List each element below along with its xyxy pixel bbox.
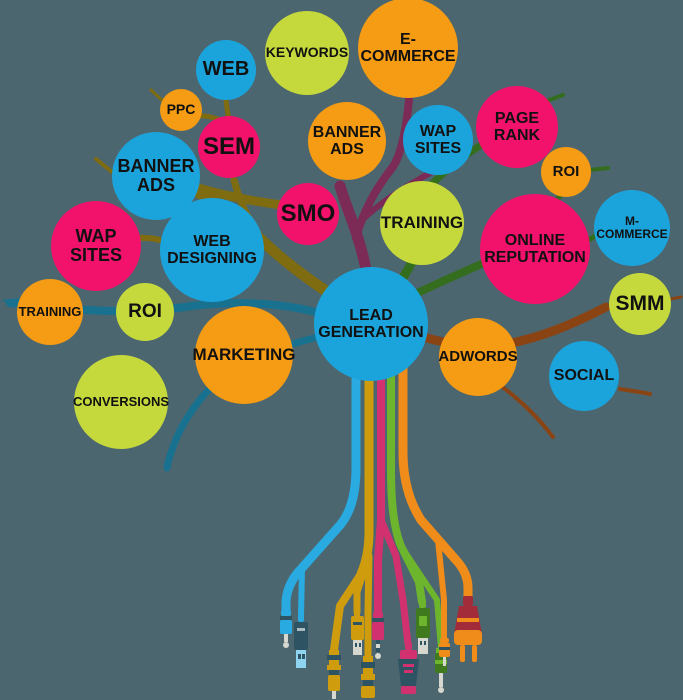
root-cable-magenta bbox=[374, 346, 412, 648]
arrow-tip-icon bbox=[1, 298, 22, 309]
node-conversions: CONVERSIONS bbox=[72, 355, 170, 449]
node-label: SMM bbox=[615, 291, 665, 315]
node-label: M- COMMERCE bbox=[596, 214, 668, 241]
node-label: WAP SITES bbox=[414, 122, 462, 157]
node-label: WAP SITES bbox=[69, 225, 122, 265]
node-label: BANNER ADS bbox=[312, 123, 382, 158]
node-roi-left: ROI bbox=[116, 283, 174, 341]
node-label: TRAINING bbox=[18, 303, 82, 319]
node-sem: SEM bbox=[198, 116, 260, 178]
node-training-left: TRAINING bbox=[17, 279, 83, 345]
node-smm: SMM bbox=[609, 273, 671, 335]
node-label: KEYWORDS bbox=[265, 44, 349, 61]
node-label: LEAD GENERATION bbox=[318, 306, 424, 341]
node-e-commerce: E- COMMERCE bbox=[358, 0, 458, 98]
node-page-rank: PAGE RANK bbox=[476, 86, 558, 168]
node-wap-sites-left: WAP SITES bbox=[51, 201, 141, 291]
node-roi-right: ROI bbox=[541, 147, 591, 197]
node-label: ROI bbox=[128, 300, 162, 322]
node-label: ADWORDS bbox=[438, 347, 518, 365]
root-cables bbox=[281, 345, 473, 660]
root-cable-green bbox=[387, 346, 444, 651]
usb-plug-icon bbox=[351, 610, 364, 655]
node-m-commerce: M- COMMERCE bbox=[594, 190, 670, 266]
coil-plug-icon bbox=[327, 650, 341, 699]
usb-plug-icon bbox=[416, 600, 430, 654]
node-keywords: KEYWORDS bbox=[265, 11, 349, 95]
node-label: SOCIAL bbox=[553, 367, 615, 385]
node-label: ONLINE REPUTATION bbox=[484, 231, 586, 266]
node-label: CONVERSIONS bbox=[72, 393, 170, 409]
node-label: WEB DESIGNING bbox=[167, 232, 257, 267]
usb-plug-icon bbox=[294, 614, 308, 668]
node-online-reputation: ONLINE REPUTATION bbox=[480, 194, 590, 304]
connectors bbox=[280, 596, 482, 699]
node-label: WEB bbox=[202, 58, 250, 81]
audio-jack-icon bbox=[439, 638, 450, 666]
node-label: PPC bbox=[166, 101, 196, 118]
root-cable-orange bbox=[398, 345, 473, 643]
node-web: WEB bbox=[196, 40, 256, 100]
root-cable-blue bbox=[281, 345, 361, 619]
node-banner-ads-center: BANNER ADS bbox=[308, 102, 386, 180]
node-ppc: PPC bbox=[160, 89, 202, 131]
power-plug-icon bbox=[454, 596, 482, 662]
node-web-designing: WEB DESIGNING bbox=[160, 198, 264, 302]
audio-jack-icon bbox=[280, 610, 292, 648]
audio-jack-icon bbox=[372, 612, 384, 659]
node-label: PAGE RANK bbox=[493, 109, 541, 144]
node-label: SEM bbox=[202, 133, 255, 161]
vga-connector-icon bbox=[398, 642, 419, 694]
node-label: E- COMMERCE bbox=[360, 30, 456, 65]
node-label: BANNER ADS bbox=[117, 155, 195, 195]
node-label: MARKETING bbox=[192, 344, 296, 364]
node-label: SMO bbox=[280, 200, 336, 228]
node-training-center: TRAINING bbox=[380, 181, 464, 265]
node-marketing: MARKETING bbox=[192, 306, 296, 404]
node-wap-sites-top: WAP SITES bbox=[403, 105, 473, 175]
node-label: TRAINING bbox=[380, 212, 464, 232]
node-label: ROI bbox=[552, 162, 580, 180]
segmented-jack-icon bbox=[361, 656, 375, 698]
node-adwords: ADWORDS bbox=[438, 318, 518, 396]
node-smo: SMO bbox=[277, 183, 339, 245]
node-social: SOCIAL bbox=[549, 341, 619, 411]
root-cable-gold bbox=[330, 345, 374, 660]
node-lead-generation: LEAD GENERATION bbox=[314, 267, 428, 381]
